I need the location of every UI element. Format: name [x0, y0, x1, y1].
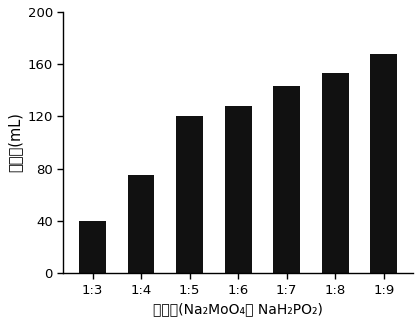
Y-axis label: 产氢量(mL): 产氢量(mL): [7, 113, 22, 172]
X-axis label: 摸尔比(Na₂MoO₄： NaH₂PO₂): 摸尔比(Na₂MoO₄： NaH₂PO₂): [153, 302, 323, 316]
Bar: [370, 54, 397, 273]
Bar: [322, 73, 349, 273]
Bar: [176, 116, 203, 273]
Bar: [273, 86, 300, 273]
Bar: [79, 221, 106, 273]
Bar: [128, 175, 155, 273]
Bar: [225, 106, 252, 273]
